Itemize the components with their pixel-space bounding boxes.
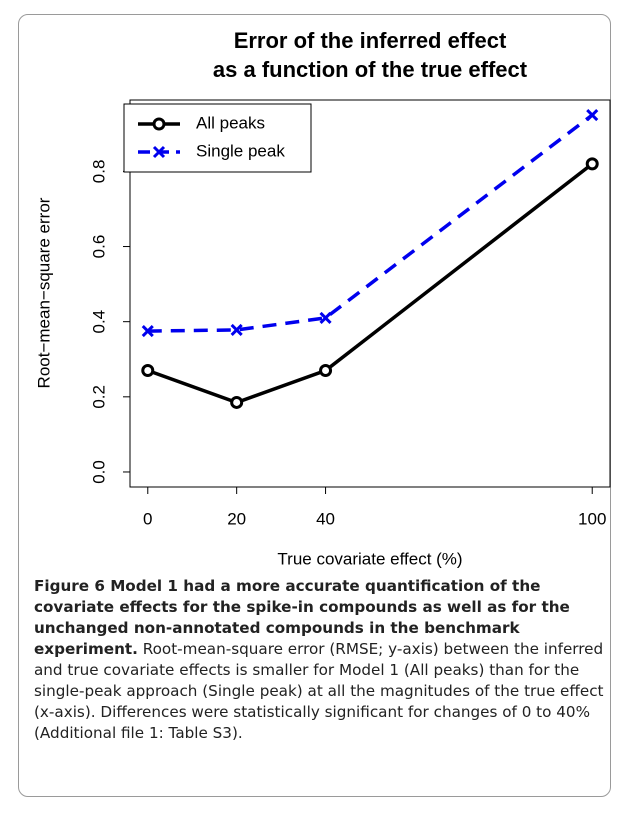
caption-bold: Figure 6 Model 1 had a more accurate qua… — [34, 577, 570, 658]
x-tick-label: 20 — [227, 509, 246, 528]
series-line — [147, 113, 594, 333]
y-tick-label: 0.0 — [89, 460, 108, 484]
y-tick-label: 0.2 — [89, 385, 108, 409]
x-axis-label: True covariate effect (%) — [277, 549, 462, 568]
y-tick-label: 0.6 — [89, 235, 108, 259]
point — [585, 157, 599, 171]
legend-label: Single peak — [196, 141, 285, 160]
chart: Error of the inferred effect as a functi… — [34, 28, 611, 568]
series-line — [147, 162, 594, 405]
y-tick-label: 0.4 — [89, 310, 108, 334]
chart-title: Error of the inferred effect — [234, 28, 507, 53]
chart-title: as a function of the true effect — [213, 57, 528, 82]
legend-marker — [152, 145, 166, 159]
x-tick-label: 100 — [578, 509, 606, 528]
legend-marker — [152, 117, 166, 131]
legend-box — [123, 103, 312, 173]
point — [141, 364, 155, 378]
caption: Figure 6 Model 1 had a more accurate qua… — [34, 576, 604, 744]
x-tick-label: 40 — [316, 509, 335, 528]
x-tick-label: 0 — [143, 509, 152, 528]
point — [230, 323, 243, 337]
caption-text: Root-mean-square error (RMSE; y-axis) be… — [34, 640, 604, 742]
legend-label: All peaks — [196, 113, 265, 132]
point — [319, 311, 332, 324]
y-tick-label: 0.8 — [89, 160, 108, 184]
point — [230, 395, 244, 409]
point — [141, 325, 154, 338]
point — [586, 108, 599, 122]
plot-box — [129, 99, 611, 488]
point — [319, 364, 333, 378]
y-axis-label: Root−mean−square error — [34, 197, 53, 388]
